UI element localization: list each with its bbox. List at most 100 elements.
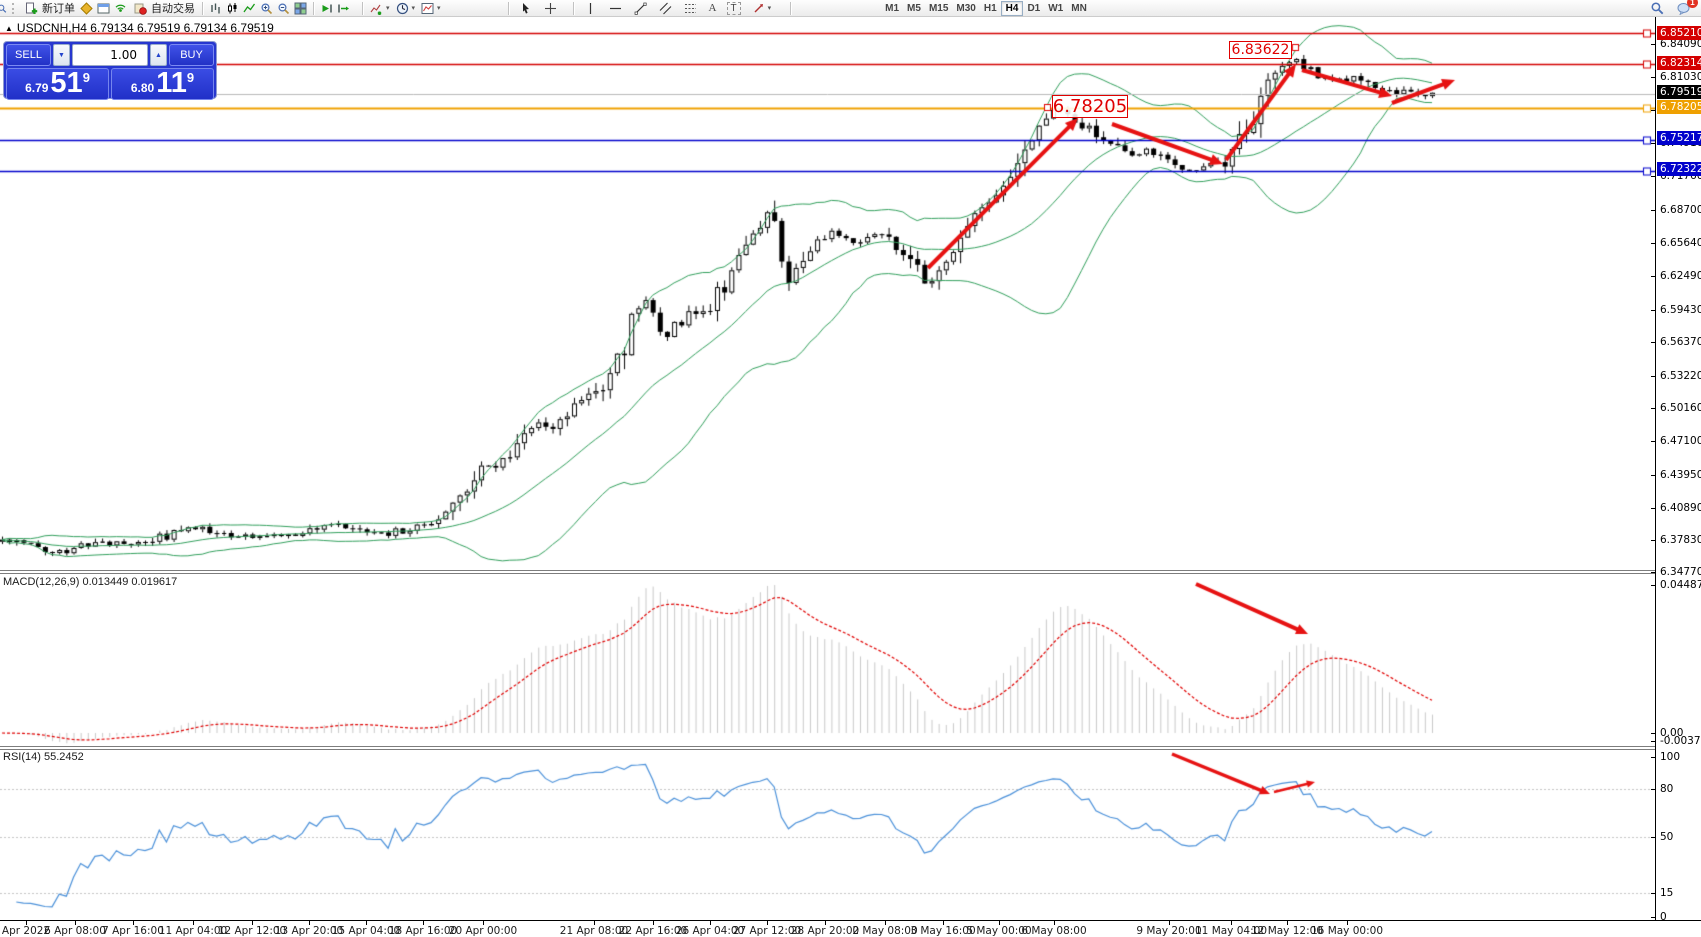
buy-price-button[interactable]: 6.80 11 9 [111, 68, 214, 100]
market-watch-icon[interactable] [95, 1, 112, 16]
time-axis-tick [483, 921, 484, 925]
rsi-panel[interactable] [0, 750, 1655, 920]
arrows-caret: ▾ [767, 5, 772, 12]
time-axis-label: 28 Apr 20:00 [790, 925, 860, 937]
axis-tick-mark [1651, 210, 1655, 211]
bar-chart-icon[interactable] [207, 1, 224, 16]
timeframe-m1[interactable]: M1 [885, 2, 900, 14]
arrows-tool-icon[interactable]: ▾ [749, 1, 775, 16]
axis-tick-mark [1651, 44, 1655, 45]
timeframe-mn[interactable]: MN [1071, 2, 1087, 14]
macd-panel[interactable] [0, 575, 1655, 746]
axis-tick-label: 6.53220 [1660, 370, 1701, 382]
axis-tick-mark [1651, 585, 1655, 586]
chart-region: ▲ USDCNH,H4 6.79134 6.79519 6.79134 6.79… [0, 17, 1701, 937]
price-annotation-label[interactable]: 6.78205 [1052, 95, 1128, 118]
volume-increase-button[interactable]: ▲ [150, 44, 167, 66]
autotrading-status-icon [132, 1, 149, 16]
price-level-label: 6.72322 [1657, 162, 1701, 176]
indicators-caret: ▾ [386, 5, 390, 12]
time-axis-label: 6 May 08:00 [1021, 925, 1087, 937]
axis-tick-label: 50 [1660, 831, 1674, 843]
price-level-label: 6.75217 [1657, 131, 1701, 145]
candlestick-chart-icon[interactable] [224, 1, 241, 16]
price-level-label: 6.85210 [1657, 26, 1701, 40]
zoom-in-icon[interactable] [258, 1, 275, 16]
panel-splitter-macd[interactable] [0, 570, 1701, 574]
axis-tick-label: 6.40890 [1660, 502, 1701, 514]
volume-decrease-button[interactable]: ▼ [53, 44, 70, 66]
new-order-button[interactable]: 新订单 [20, 1, 78, 16]
autotrading-label: 自动交易 [151, 3, 195, 15]
time-axis-tick [653, 921, 654, 925]
price-axis[interactable]: 6.840906.810306.779706.749106.717606.687… [1651, 17, 1701, 923]
main-price-chart[interactable] [0, 17, 1655, 573]
trendline-tool-icon[interactable] [632, 1, 649, 16]
tile-windows-icon[interactable] [292, 1, 309, 16]
axis-tick-label: 0.044872 [1660, 579, 1701, 591]
axis-tick-label: 6.34770 [1660, 566, 1701, 578]
time-axis-tick [943, 921, 944, 925]
axis-tick-label: 6.47100 [1660, 435, 1701, 447]
templates-button[interactable]: ▾ [418, 1, 444, 16]
chart-shift-icon[interactable] [335, 1, 352, 16]
panel-splitter-rsi[interactable] [0, 746, 1701, 750]
timeframe-h4[interactable]: H4 [1000, 0, 1024, 16]
fibonacci-tool-icon[interactable] [682, 1, 699, 16]
timeframe-group: M1 M5 M15 M30 H1 H4 D1 W1 MN [881, 0, 1091, 16]
buy-button[interactable]: BUY [169, 44, 214, 66]
time-axis-label: 3 May 16:00 [910, 925, 976, 937]
chart-window-icon[interactable] [0, 1, 9, 16]
axis-tick-mark [1651, 110, 1655, 111]
signal-icon[interactable] [112, 1, 129, 16]
vertical-line-tool-icon[interactable] [582, 1, 599, 16]
time-axis-label: 11 May 04:00 [1194, 925, 1268, 937]
profile-icon[interactable] [78, 1, 95, 16]
axis-tick-label: 6.37830 [1660, 534, 1701, 546]
crosshair-icon[interactable] [542, 1, 559, 16]
rsi-indicator-label: RSI(14) 55.2452 [3, 751, 84, 763]
one-click-trading-panel: SELL ▼ 1.00 ▲ BUY 6.79 51 9 6.80 11 9 [3, 41, 217, 100]
axis-tick-label: 0 [1660, 911, 1667, 923]
time-axis-tick [710, 921, 711, 925]
zoom-out-icon[interactable] [275, 1, 292, 16]
time-axis-tick [1347, 921, 1348, 925]
text-tool-icon[interactable]: A [708, 2, 717, 14]
time-axis-label: 21 Apr 08:00 [559, 925, 629, 937]
cursor-icon[interactable] [517, 1, 534, 16]
timeframe-m5[interactable]: M5 [907, 2, 921, 14]
notifications-icon[interactable]: 1 [1675, 0, 1698, 16]
sell-price-big: 51 [50, 67, 83, 99]
timeframe-d1[interactable]: D1 [1027, 2, 1041, 14]
timeframe-w1[interactable]: W1 [1048, 2, 1064, 14]
periods-caret: ▾ [411, 5, 416, 12]
time-axis[interactable]: Apr 2022 6 Apr 08:00 7 Apr 16:00 11 Apr 04:… [0, 920, 1701, 937]
axis-tick-mark [1651, 837, 1655, 838]
autotrading-button[interactable]: 自动交易 [129, 1, 198, 16]
text-label-tool-icon[interactable]: T [726, 1, 741, 15]
channel-tool-icon[interactable] [657, 1, 674, 16]
auto-scroll-icon[interactable] [318, 1, 335, 16]
axis-tick-label: -0.003708 [1660, 735, 1701, 747]
volume-input[interactable]: 1.00 [72, 44, 148, 66]
timeframe-m30[interactable]: M30 [956, 2, 976, 14]
line-chart-icon[interactable] [241, 1, 258, 16]
time-axis-label: 22 Apr 16:00 [618, 925, 688, 937]
search-icon[interactable] [1648, 1, 1666, 16]
time-axis-label: 20 Apr 00:00 [448, 925, 518, 937]
horizontal-line-tool-icon[interactable] [607, 1, 624, 16]
indicators-button[interactable]: ▾ [367, 1, 393, 16]
sell-button[interactable]: SELL [6, 44, 51, 66]
axis-tick-label: 6.81030 [1660, 71, 1701, 83]
price-annotation-label[interactable]: 6.83622 [1229, 41, 1292, 59]
time-axis-label: 11 Apr 04:00 [158, 925, 228, 937]
sell-price-button[interactable]: 6.79 51 9 [6, 68, 109, 100]
collapse-panel-icon[interactable]: ▲ [5, 23, 13, 33]
timeframe-h1[interactable]: H1 [983, 2, 997, 14]
timeframe-m15[interactable]: M15 [928, 2, 949, 14]
toolbar-grip [12, 2, 17, 14]
axis-tick-mark [1651, 408, 1655, 409]
axis-tick-mark [1651, 310, 1655, 311]
periods-button[interactable]: ▾ [393, 1, 419, 16]
time-axis-tick [75, 921, 76, 925]
